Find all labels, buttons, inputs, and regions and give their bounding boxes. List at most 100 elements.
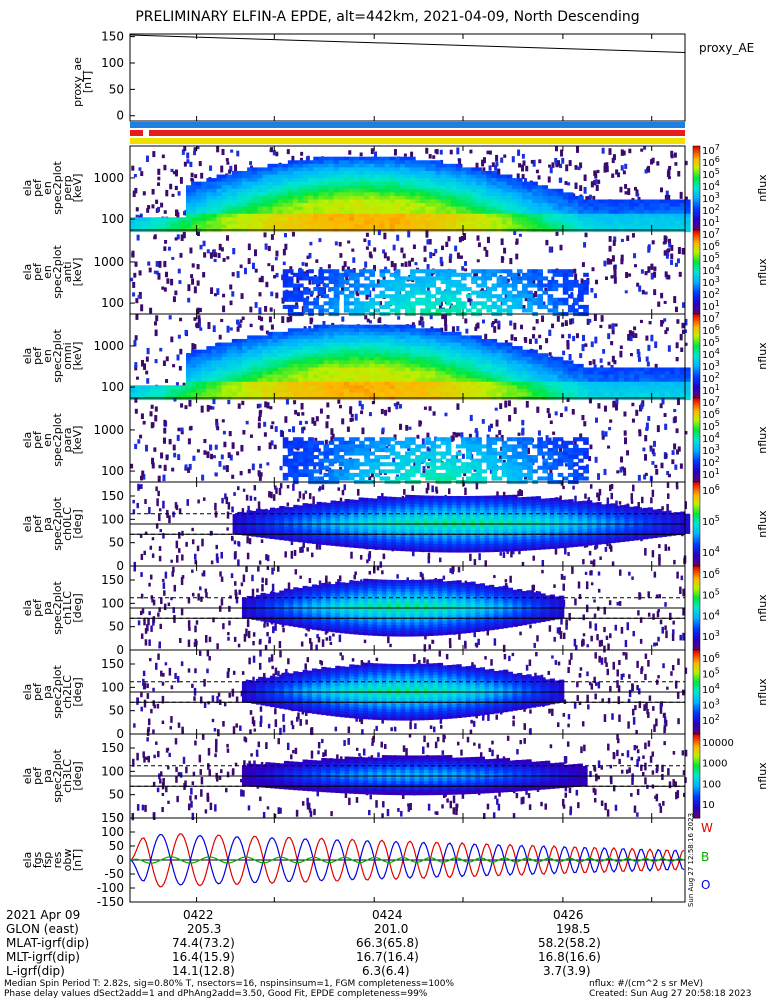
cell <box>379 324 386 329</box>
speckle <box>348 150 352 155</box>
cell <box>685 217 691 222</box>
cell <box>267 363 274 369</box>
cell <box>588 206 594 211</box>
cell <box>135 385 141 390</box>
cell <box>445 367 452 372</box>
cell <box>460 188 467 193</box>
cell <box>262 181 269 186</box>
speckle <box>611 255 615 262</box>
cell <box>374 301 381 306</box>
cell <box>430 349 437 354</box>
speckle <box>137 295 141 299</box>
cell <box>226 356 233 361</box>
cell <box>191 374 197 379</box>
cell <box>425 388 431 393</box>
cell <box>252 224 258 229</box>
cell <box>369 185 375 190</box>
cell <box>343 199 350 204</box>
cell <box>252 385 258 390</box>
cell <box>242 367 248 372</box>
cell <box>247 360 253 365</box>
cell <box>572 297 579 302</box>
speckle <box>426 264 430 272</box>
cell <box>440 388 447 393</box>
speckle <box>635 189 639 197</box>
cell <box>623 224 630 229</box>
cell <box>201 185 207 190</box>
speckle <box>142 191 146 196</box>
cell <box>572 213 579 218</box>
cell <box>476 381 482 386</box>
speckle <box>593 170 597 176</box>
cell <box>282 338 289 344</box>
speckle <box>624 290 628 294</box>
speckle <box>171 256 175 260</box>
cell <box>511 178 518 183</box>
speckle <box>664 271 668 278</box>
cell <box>201 213 207 218</box>
speckle <box>593 293 597 299</box>
energy-colorbar-1-segment <box>693 218 700 221</box>
energy-colorbar-1-segment <box>693 220 700 223</box>
cell <box>226 346 233 351</box>
speckle <box>166 278 170 284</box>
cell <box>206 381 213 386</box>
cell <box>420 199 426 204</box>
cell <box>455 388 462 393</box>
speckle <box>458 158 462 166</box>
cell <box>216 178 223 183</box>
cell <box>257 203 263 208</box>
cell <box>435 301 442 306</box>
cell <box>430 181 437 186</box>
cell <box>430 217 437 222</box>
cell <box>471 178 477 183</box>
cell <box>236 170 243 176</box>
speckle <box>317 282 321 287</box>
cell <box>389 170 396 176</box>
cell <box>491 381 498 386</box>
cell <box>292 388 299 393</box>
speckle <box>193 344 197 350</box>
cell <box>394 181 401 186</box>
speckle <box>426 239 430 245</box>
speckle <box>650 263 654 270</box>
cell <box>252 217 258 222</box>
cell <box>394 335 401 340</box>
cell <box>389 272 396 277</box>
cell <box>374 378 381 383</box>
cell <box>394 328 401 333</box>
cell <box>303 331 309 336</box>
energy-ylabel-2-line: spec2plot <box>51 245 64 299</box>
cell <box>323 192 330 197</box>
cell <box>394 290 401 295</box>
cell <box>410 349 416 354</box>
cell <box>389 199 396 204</box>
cell <box>328 371 335 376</box>
cell <box>669 213 676 218</box>
speckle <box>267 263 271 267</box>
cell <box>374 308 381 313</box>
cell <box>399 346 406 351</box>
cell <box>511 181 518 186</box>
speckle <box>390 260 394 268</box>
cell <box>364 167 370 172</box>
speckle <box>132 292 136 297</box>
cell <box>374 217 381 222</box>
cell <box>160 385 167 390</box>
cell <box>282 378 289 383</box>
cell <box>257 363 263 369</box>
cell <box>450 371 457 376</box>
cell <box>211 185 218 190</box>
cell <box>318 279 325 285</box>
cell <box>506 378 513 383</box>
cell <box>542 199 549 204</box>
cell <box>410 294 416 299</box>
cell <box>221 385 228 390</box>
cell <box>338 374 345 379</box>
cell <box>399 276 406 281</box>
cell <box>384 367 391 372</box>
cell <box>435 192 442 197</box>
cell <box>318 363 325 369</box>
cell <box>313 276 319 281</box>
cell <box>491 220 498 225</box>
